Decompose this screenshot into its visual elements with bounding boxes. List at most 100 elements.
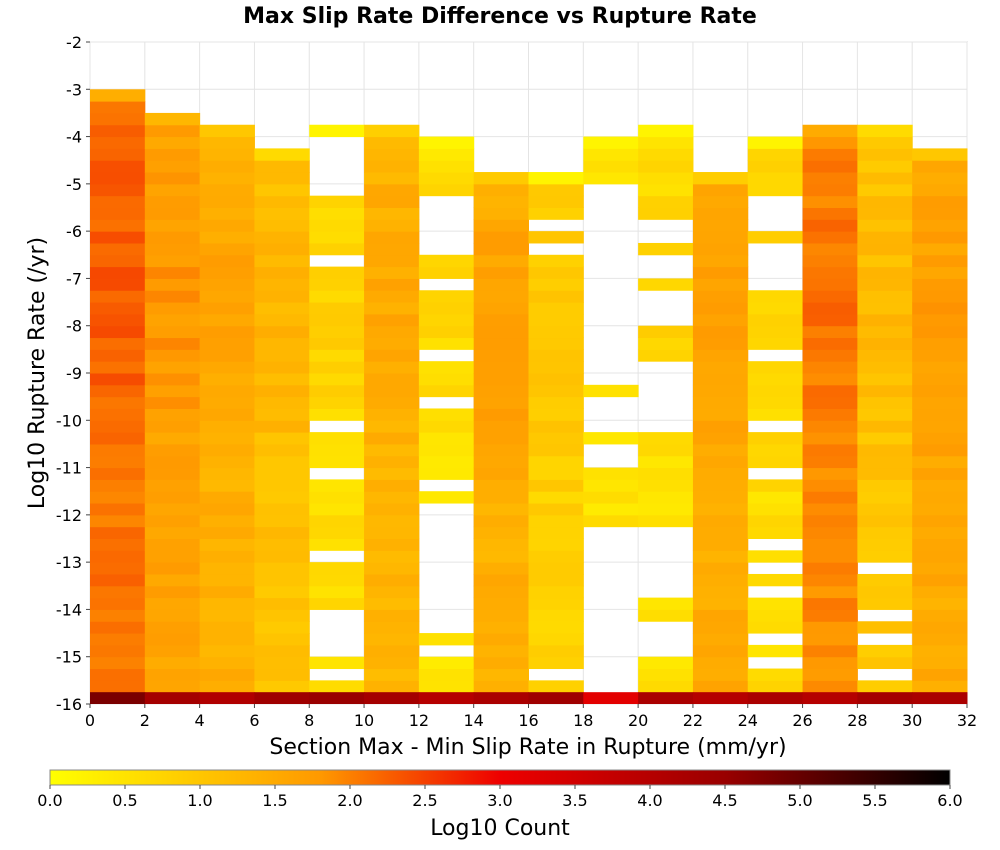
- heatmap-cell: [747, 550, 804, 563]
- heatmap-cell: [254, 609, 310, 622]
- heatmap-cell-bottom: [418, 692, 475, 704]
- heatmap-cell: [638, 491, 694, 504]
- heatmap-cell: [473, 633, 529, 646]
- heatmap-cell: [528, 231, 584, 244]
- heatmap-cell: [638, 242, 694, 256]
- heatmap-cell: [309, 455, 365, 469]
- heatmap-cell: [199, 219, 255, 232]
- heatmap-cell: [90, 396, 146, 409]
- heatmap-cell: [364, 384, 420, 398]
- heatmap-cell: [199, 408, 255, 421]
- heatmap-cell: [528, 455, 584, 469]
- heatmap-cell: [692, 668, 749, 681]
- heatmap-cell: [857, 266, 913, 279]
- heatmap-cell: [309, 585, 365, 599]
- heatmap-cell: [802, 443, 858, 457]
- heatmap-cell: [90, 491, 146, 504]
- heatmap-cell: [912, 526, 968, 539]
- heatmap-cell: [528, 633, 584, 646]
- heatmap-cell: [528, 207, 584, 220]
- heatmap-cell: [90, 384, 146, 398]
- heatmap-cell: [144, 585, 201, 599]
- y-tick-label: -16: [56, 695, 82, 714]
- heatmap-cell: [254, 573, 310, 587]
- heatmap-cell: [912, 668, 968, 681]
- heatmap-cell: [802, 680, 858, 693]
- heatmap-cell: [802, 302, 858, 315]
- heatmap-cell: [857, 644, 913, 658]
- heatmap-cell: [144, 609, 201, 622]
- heatmap-cell: [144, 384, 201, 398]
- heatmap-cell: [199, 183, 255, 197]
- heatmap-cell: [90, 550, 146, 563]
- heatmap-cell: [692, 585, 749, 599]
- heatmap-cell: [802, 325, 858, 339]
- heatmap-cell: [364, 290, 420, 303]
- heatmap-cell: [144, 254, 201, 268]
- heatmap-cell: [309, 124, 365, 138]
- heatmap-cell: [638, 443, 694, 457]
- heatmap-cell: [528, 349, 584, 362]
- heatmap-cell: [90, 172, 146, 185]
- heatmap-cell: [418, 432, 475, 445]
- heatmap-cell: [912, 455, 968, 469]
- heatmap-cell: [418, 373, 475, 386]
- heatmap-cell: [144, 443, 201, 457]
- y-tick-label: -10: [56, 411, 82, 430]
- heatmap-cell: [364, 432, 420, 445]
- heatmap-cell: [857, 124, 913, 138]
- heatmap-cell: [418, 408, 475, 421]
- heatmap-cell: [199, 266, 255, 279]
- heatmap-cell: [418, 148, 475, 161]
- heatmap-cell-bottom: [692, 692, 749, 704]
- heatmap-cell: [802, 266, 858, 279]
- heatmap-cell: [199, 373, 255, 386]
- heatmap-cell: [912, 562, 968, 575]
- heatmap-cell: [199, 172, 255, 185]
- heatmap-cell: [254, 266, 310, 279]
- heatmap-cell: [418, 467, 475, 480]
- heatmap-cell: [90, 349, 146, 362]
- y-tick-label: -13: [56, 553, 82, 572]
- heatmap-cell: [857, 231, 913, 244]
- heatmap-cell: [364, 231, 420, 244]
- heatmap-cell: [309, 562, 365, 575]
- heatmap-cell: [144, 680, 201, 693]
- x-tick-label: 2: [140, 711, 150, 730]
- heatmap-cell: [254, 455, 310, 469]
- heatmap-cell: [90, 455, 146, 469]
- heatmap-cell: [912, 349, 968, 362]
- heatmap-cell: [90, 136, 146, 149]
- heatmap-cell: [692, 633, 749, 646]
- heatmap-cell: [90, 242, 146, 256]
- heatmap-cell: [473, 219, 529, 232]
- heatmap-cell: [857, 550, 913, 563]
- heatmap-cell: [90, 278, 146, 291]
- heatmap-cell: [199, 503, 255, 516]
- heatmap-cell: [418, 325, 475, 339]
- heatmap-cell: [528, 680, 584, 693]
- heatmap-cell: [692, 219, 749, 232]
- heatmap-cell: [912, 514, 968, 528]
- x-tick-label: 24: [738, 711, 758, 730]
- heatmap-cell: [199, 290, 255, 303]
- heatmap-cell: [144, 160, 201, 173]
- heatmap-cell: [364, 349, 420, 362]
- heatmap-cell: [309, 219, 365, 232]
- heatmap-cell: [254, 396, 310, 409]
- heatmap-cell: [418, 313, 475, 327]
- heatmap-cell: [199, 633, 255, 646]
- heatmap-cell: [638, 148, 694, 161]
- x-tick-label: 14: [464, 711, 484, 730]
- heatmap-cell: [857, 313, 913, 327]
- heatmap-cell: [144, 621, 201, 634]
- heatmap-cell: [857, 384, 913, 398]
- heatmap-cell: [692, 254, 749, 268]
- heatmap-cell: [857, 503, 913, 516]
- heatmap-cell: [528, 585, 584, 599]
- heatmap-cell: [199, 420, 255, 433]
- heatmap-cell: [912, 597, 968, 610]
- heatmap-cell: [528, 254, 584, 268]
- heatmap-cell: [638, 195, 694, 208]
- heatmap-cell: [199, 124, 255, 138]
